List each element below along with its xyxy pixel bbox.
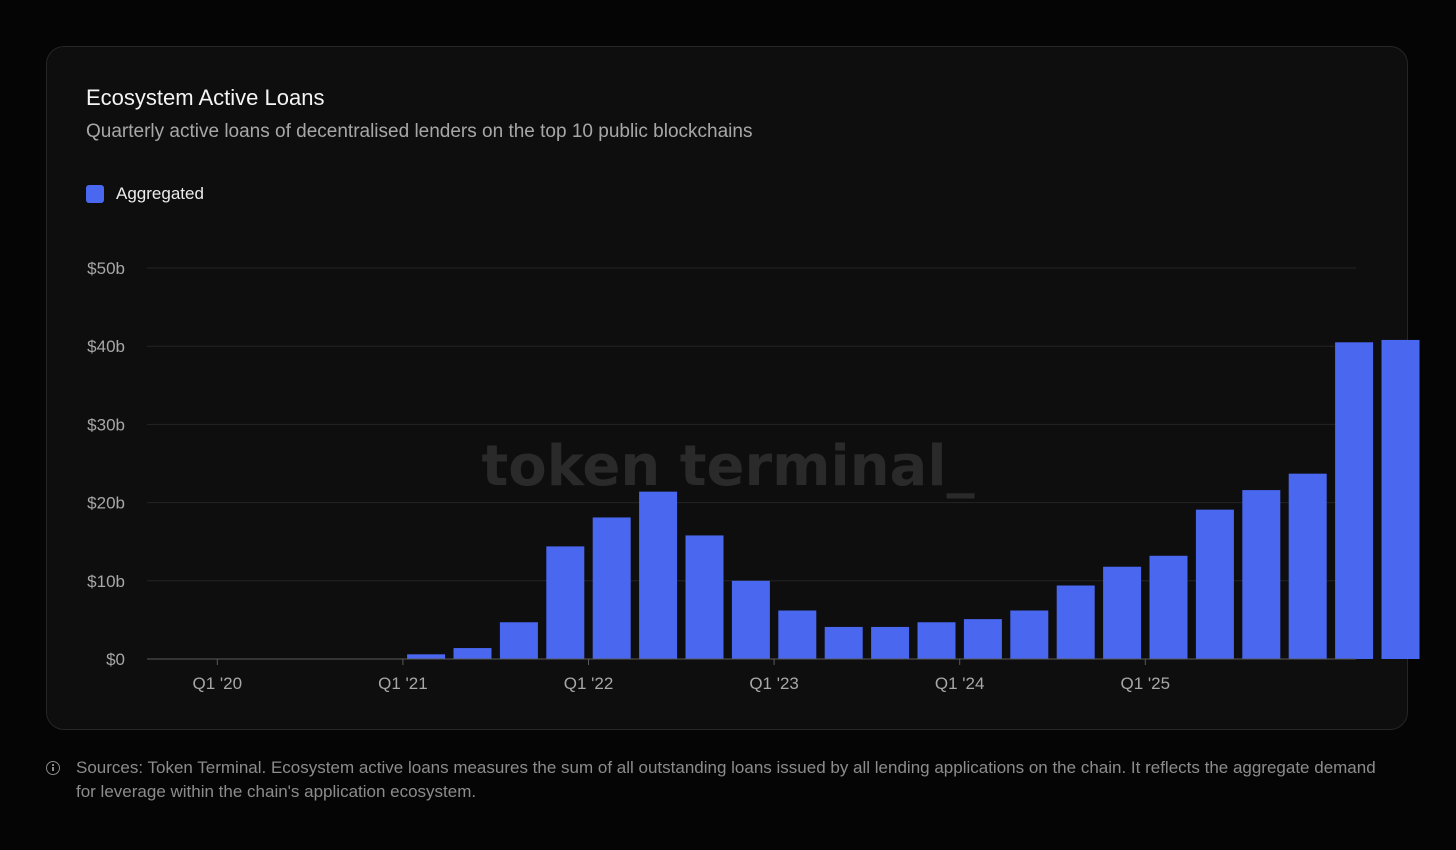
x-tick-label: Q1 '21 <box>378 674 428 693</box>
x-tick-label: Q1 '22 <box>564 674 614 693</box>
y-tick-label: $10b <box>87 572 125 591</box>
bar[interactable] <box>1103 566 1142 659</box>
footer-text: Sources: Token Terminal. Ecosystem activ… <box>76 758 1376 801</box>
bar[interactable] <box>1288 473 1327 659</box>
watermark-logo: token terminal_ <box>481 434 974 499</box>
chart-card: Ecosystem Active Loans Quarterly active … <box>46 46 1408 730</box>
bars <box>407 339 1420 659</box>
chart-subtitle: Quarterly active loans of decentralised … <box>86 121 753 142</box>
chart-legend[interactable]: Aggregated <box>86 184 204 204</box>
bar[interactable] <box>824 626 863 659</box>
info-icon <box>46 761 60 775</box>
footer-note: Sources: Token Terminal. Ecosystem activ… <box>46 756 1376 804</box>
y-tick-label: $40b <box>87 337 125 356</box>
y-tick-label: $20b <box>87 494 125 513</box>
bar[interactable] <box>1242 490 1281 659</box>
legend-swatch-aggregated <box>86 185 104 203</box>
chart-title: Ecosystem Active Loans <box>86 85 325 110</box>
bar[interactable] <box>639 491 678 659</box>
bar[interactable] <box>1195 509 1234 659</box>
bar[interactable] <box>453 648 492 659</box>
y-tick-label: $50b <box>87 259 125 278</box>
x-tick-label: Q1 '20 <box>193 674 243 693</box>
bar[interactable] <box>917 622 956 659</box>
bar[interactable] <box>731 580 770 659</box>
x-tick-label: Q1 '24 <box>935 674 985 693</box>
bar[interactable] <box>546 546 585 659</box>
grid-lines <box>147 267 1356 582</box>
y-axis-labels: $0 $10b $20b $30b $40b $50b <box>87 259 125 669</box>
x-axis-labels: Q1 '20 Q1 '21 Q1 '22 Q1 '23 Q1 '24 Q1 '25 <box>193 659 1171 693</box>
bar[interactable] <box>871 626 910 659</box>
y-tick-label: $0 <box>106 650 125 669</box>
bar[interactable] <box>1056 585 1095 659</box>
x-tick-label: Q1 '25 <box>1121 674 1171 693</box>
x-tick-label: Q1 '23 <box>749 674 799 693</box>
bar[interactable] <box>685 535 724 659</box>
bar[interactable] <box>963 619 1002 659</box>
bar[interactable] <box>1149 555 1188 659</box>
bar[interactable] <box>592 517 631 659</box>
bar[interactable] <box>1010 610 1049 659</box>
legend-label-aggregated: Aggregated <box>116 184 204 203</box>
bar[interactable] <box>778 610 817 659</box>
bar[interactable] <box>499 622 538 659</box>
bar[interactable] <box>1335 342 1374 659</box>
bar[interactable] <box>1381 339 1420 659</box>
bar[interactable] <box>407 654 446 659</box>
y-tick-label: $30b <box>87 415 125 434</box>
